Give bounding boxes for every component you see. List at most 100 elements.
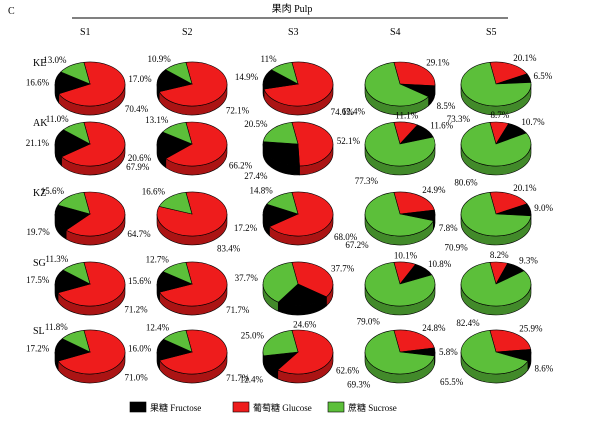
data-label-sucrose: 70.9% <box>444 242 468 252</box>
slice-sucrose <box>270 62 299 85</box>
pie-kz-s2: 83.4% 16.6% <box>142 187 241 254</box>
legend: 果糖 Fructose 葡萄糖 Glucose 蔗糖 Sucrose <box>129 401 397 413</box>
data-label-fructose: 12.4% <box>240 375 264 385</box>
pie-sl-s5: 25.9% 8.6% 65.5% <box>440 324 554 387</box>
legend-swatch-fructose <box>129 401 147 413</box>
pie-ke-s5: 20.1% 6.5% 73.3% <box>447 53 553 124</box>
pie-ke-s1: 70.4% 16.6% 13.0% <box>26 55 149 116</box>
data-label-sucrose: 15.6% <box>41 186 65 196</box>
data-label-sucrose: 79.0% <box>357 317 381 327</box>
slice-glucose <box>393 191 435 215</box>
data-label-fructose: 19.7% <box>27 227 51 237</box>
slice-sucrose <box>62 122 91 145</box>
legend-item-fructose: 果糖 Fructose <box>129 401 201 413</box>
data-label-sucrose: 12.4% <box>146 322 170 332</box>
data-label-glucose: 24.8% <box>422 323 446 333</box>
slice-glucose <box>60 121 126 167</box>
slice-glucose <box>57 261 126 307</box>
slice-sucrose <box>61 330 91 353</box>
data-label-fructose: 21.1% <box>26 138 50 148</box>
pie-sg-s1: 71.2% 17.5% 11.3% <box>26 254 148 316</box>
slice-glucose <box>393 329 435 353</box>
data-label-glucose: 66.2% <box>229 161 253 171</box>
stage-header-s4: S4 <box>390 27 401 38</box>
data-label-sucrose: 13.0% <box>43 55 67 65</box>
legend-label-fructose: 果糖 Fructose <box>150 402 201 413</box>
pie-sg-s5: 8.2% 9.3% 82.4% <box>456 250 538 328</box>
slice-sucrose <box>162 262 193 285</box>
data-label-glucose: 74.1% <box>331 107 355 117</box>
cultivar-label-sl: SL <box>33 326 45 337</box>
data-label-fructose: 10.8% <box>428 259 452 269</box>
data-label-fructose: 16.0% <box>128 344 152 354</box>
slice-glucose <box>159 261 228 307</box>
pie-sg-s4: 10.1% 10.8% 79.0% <box>357 250 452 326</box>
pie-ak-s3: 52.1% 27.4% 20.5% <box>244 119 360 181</box>
data-label-glucose: 24.9% <box>422 185 446 195</box>
slice-glucose <box>489 329 532 353</box>
slice-fructose <box>156 131 193 159</box>
data-label-fructose: 9.0% <box>534 203 553 213</box>
data-label-glucose: 70.4% <box>125 104 149 114</box>
data-label-glucose: 68.0% <box>334 232 358 242</box>
data-label-sucrose: 77.3% <box>355 176 379 186</box>
slice-fructose <box>54 204 91 231</box>
data-label-sucrose: 67.2% <box>345 240 369 250</box>
slice-glucose <box>291 121 334 167</box>
data-label-glucose: 10.1% <box>394 250 418 260</box>
slice-sucrose <box>460 122 532 167</box>
slice-glucose <box>489 61 528 85</box>
pie-sl-s4: 24.8% 5.8% 69.3% <box>347 323 458 389</box>
data-label-fructose: 17.0% <box>128 74 152 84</box>
slice-glucose <box>489 191 528 215</box>
data-label-sucrose: 11.0% <box>46 114 69 124</box>
cultivar-label-ak: AK <box>33 118 48 129</box>
pie-sl-s3: 62.6% 12.4% 25.0% <box>240 329 360 385</box>
data-label-sucrose: 14.8% <box>249 186 273 196</box>
data-label-glucose: 67.9% <box>126 162 150 172</box>
data-label-fructose: 14.9% <box>235 72 259 82</box>
data-label-glucose: 8.7% <box>490 110 509 120</box>
slice-sucrose <box>62 262 91 285</box>
data-label-fructose: 8.6% <box>535 363 554 373</box>
slice-sucrose <box>266 192 299 215</box>
legend-label-glucose: 葡萄糖 Glucose <box>253 402 312 413</box>
cultivar-label-ke: KE <box>33 58 46 69</box>
slice-sucrose <box>162 330 193 353</box>
data-label-glucose: 20.1% <box>513 183 537 193</box>
data-label-glucose: 72.1% <box>226 105 250 115</box>
data-label-fructose: 16.6% <box>26 77 50 87</box>
pie-kz-s1: 64.7% 19.7% 15.6% <box>27 186 151 246</box>
data-label-glucose: 64.7% <box>127 229 151 239</box>
slice-sucrose <box>364 62 430 107</box>
stage-header-s3: S3 <box>288 27 299 38</box>
data-label-fructose: 24.6% <box>293 320 317 330</box>
cultivar-label-sg: SG <box>33 258 46 269</box>
data-label-fructose: 5.8% <box>439 347 458 357</box>
stage-header-s1: S1 <box>80 27 91 38</box>
pie-kz-s4: 24.9% 7.8% 67.2% <box>345 185 458 250</box>
data-label-fructose: 17.2% <box>234 223 258 233</box>
slice-glucose <box>165 121 228 167</box>
slice-sucrose <box>364 330 435 375</box>
pie-ak-s2: 66.2% 20.6% 13.1% <box>128 115 253 176</box>
slice-glucose <box>393 61 436 87</box>
chart-title: 果肉 Pulp <box>272 2 313 15</box>
slice-glucose <box>57 329 126 375</box>
data-label-sucrose: 82.4% <box>456 318 480 328</box>
slice-fructose <box>262 141 300 167</box>
slice-fructose <box>277 283 327 307</box>
slice-glucose <box>65 191 126 237</box>
slice-glucose <box>291 261 334 298</box>
data-label-fructose: 6.5% <box>534 71 553 81</box>
data-label-glucose: 11.1% <box>395 110 418 120</box>
pie-ak-s4: 11.1% 11.6% 77.3% <box>355 110 454 185</box>
stage-header-s2: S2 <box>182 27 193 38</box>
data-label-fructose: 10.7% <box>521 117 545 127</box>
data-label-sucrose: 20.5% <box>244 119 268 129</box>
legend-swatch-glucose <box>232 401 250 413</box>
slice-sucrose <box>460 192 532 237</box>
data-label-fructose: 27.4% <box>244 171 268 181</box>
slice-sucrose <box>60 62 91 85</box>
